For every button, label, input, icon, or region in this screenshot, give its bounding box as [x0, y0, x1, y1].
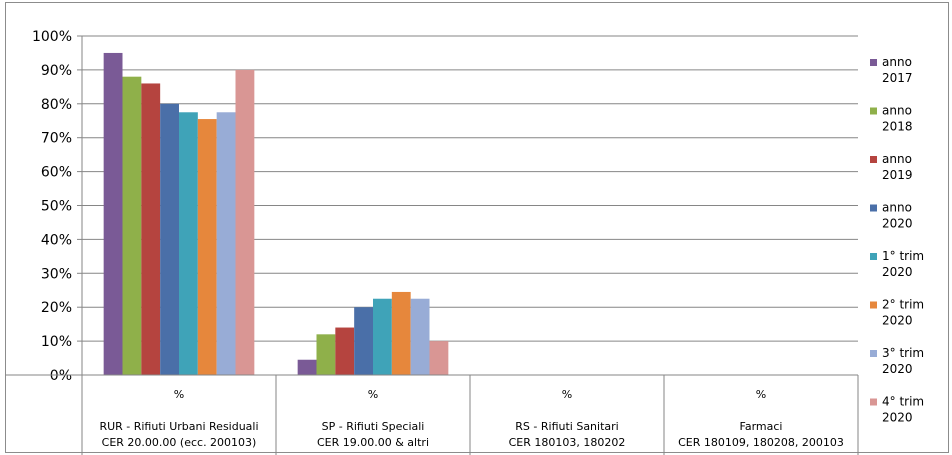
legend-label-year: 2020 [882, 362, 913, 376]
legend-label: anno [882, 152, 912, 166]
y-tick-label: 30% [41, 266, 72, 282]
y-tick-label: 100% [32, 29, 72, 45]
bar [297, 359, 317, 375]
bar [316, 334, 336, 375]
legend-swatch [870, 107, 877, 115]
category-label-line1: Farmaci [740, 420, 783, 433]
bar [354, 307, 373, 375]
category-label-line2: CER 20.00.00 (ecc. 200103) [102, 436, 257, 449]
y-tick-label: 40% [41, 232, 72, 248]
category-label-line1: SP - Rifiuti Speciali [322, 420, 425, 433]
legend-label: anno [882, 55, 912, 69]
category-header: % [174, 388, 184, 401]
legend-label: 1° trim [882, 249, 924, 263]
y-tick-label: 90% [41, 63, 72, 79]
bar [179, 112, 198, 376]
legend-label: 3° trim [882, 346, 924, 360]
bar [160, 103, 179, 376]
legend-swatch [870, 301, 877, 309]
legend-label-year: 2020 [882, 265, 913, 279]
bar [216, 112, 236, 376]
x-axis-table: % RUR - Rifiuti Urbani Residuali CER 20.00… [5, 374, 859, 455]
legend-label: anno [882, 104, 912, 118]
legend-label: 2° trim [882, 298, 924, 312]
y-tick-label: 80% [41, 97, 72, 113]
category-label-line1: RUR - Rifiuti Urbani Residuali [99, 420, 258, 433]
legend-label: anno [882, 201, 912, 215]
legend-label-year: 2018 [882, 120, 913, 134]
bar [391, 291, 411, 375]
bar [335, 327, 355, 375]
bar [235, 69, 255, 376]
category-label-line2: CER 19.00.00 & altri [317, 436, 429, 449]
y-axis-ticks: 0% 10% 20% 30% 40% 50% 60% 70% 80% 90% 100% [32, 29, 83, 384]
legend: anno 2017 anno 2018 anno 2019 anno 2020 1° trim 2… [870, 55, 924, 425]
bar [429, 341, 449, 375]
bar [373, 298, 392, 375]
legend-swatch [870, 253, 877, 260]
category-label-line2: CER 180103, 180202 [509, 436, 626, 449]
legend-swatch [870, 398, 877, 406]
y-tick-label: 70% [41, 131, 72, 147]
legend-label-year: 2020 [882, 217, 913, 231]
legend-swatch [870, 204, 877, 212]
category-label-line2: CER 180109, 180208, 200103 [678, 436, 844, 449]
legend-label-year: 2020 [882, 314, 913, 328]
bar [410, 298, 430, 375]
legend-label: 4° trim [882, 395, 924, 409]
bar [122, 76, 142, 376]
category-header: % [756, 388, 766, 401]
y-tick-label: 20% [41, 300, 72, 316]
category-label-line1: RS - Rifiuti Sanitari [515, 420, 618, 433]
bar [197, 119, 217, 376]
category-header: % [562, 388, 572, 401]
bar [141, 83, 161, 376]
y-tick-label: 50% [41, 199, 72, 215]
bars [103, 52, 449, 376]
legend-swatch [870, 59, 877, 66]
legend-label-year: 2019 [882, 168, 913, 182]
legend-label-year: 2020 [882, 411, 913, 425]
y-tick-label: 10% [41, 334, 72, 350]
legend-swatch [870, 156, 877, 163]
y-tick-label: 0% [50, 368, 72, 384]
category-header: % [368, 388, 378, 401]
legend-swatch [870, 350, 877, 357]
y-tick-label: 60% [41, 165, 72, 181]
bar [103, 52, 123, 375]
legend-label-year: 2017 [882, 71, 913, 85]
